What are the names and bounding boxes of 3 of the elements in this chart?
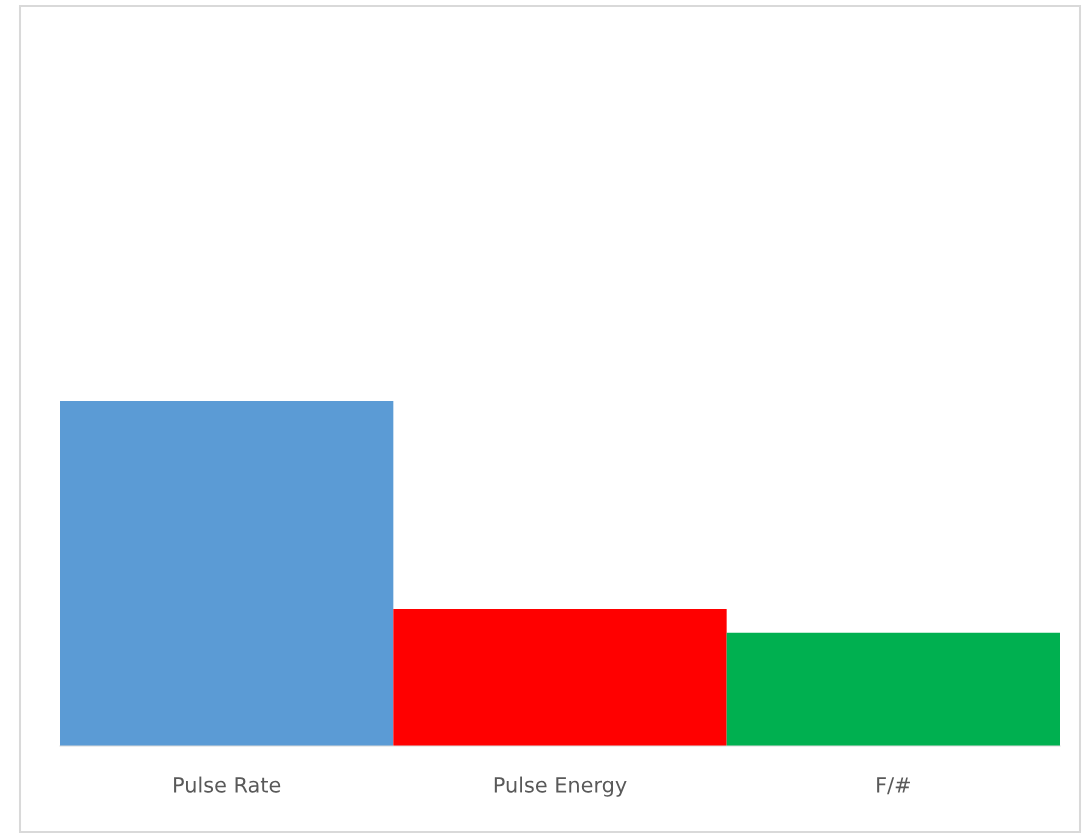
x-tick-label: F/# (877, 777, 910, 795)
x-tick-label: Pulse Energy (494, 776, 627, 797)
x-tick-label: Pulse Rate (174, 776, 281, 793)
